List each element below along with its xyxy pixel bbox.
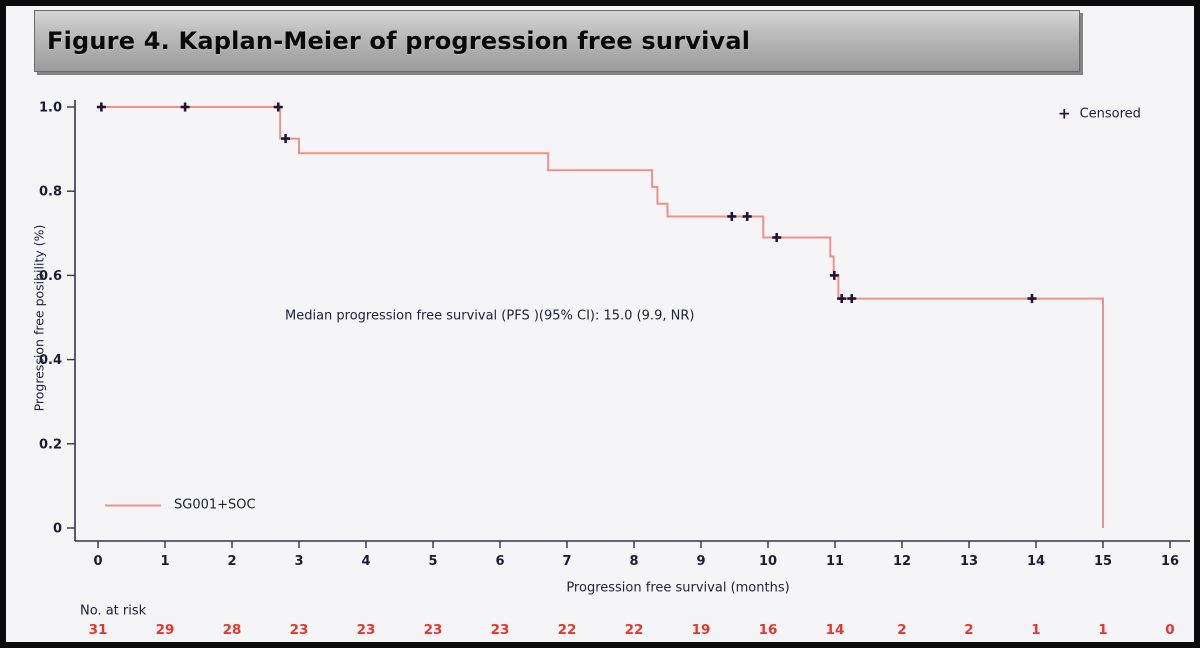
risk-table-label: No. at risk bbox=[80, 603, 147, 619]
risk-count: 22 bbox=[558, 622, 577, 638]
x-tick-label: 12 bbox=[893, 554, 911, 569]
risk-count: 29 bbox=[156, 622, 175, 638]
risk-count: 31 bbox=[89, 622, 108, 638]
x-tick-label: 3 bbox=[294, 554, 303, 569]
censored-legend: + Censored bbox=[1058, 104, 1141, 123]
risk-count: 2 bbox=[964, 622, 973, 638]
risk-count: 0 bbox=[1165, 622, 1174, 638]
plus-marker-icon: + bbox=[1058, 104, 1071, 123]
censored-legend-label: Censored bbox=[1079, 106, 1141, 122]
median-pfs-annotation: Median progression free survival (PFS )(… bbox=[285, 308, 695, 324]
y-tick-label: 0.4 bbox=[39, 353, 62, 368]
x-tick-label: 7 bbox=[562, 554, 571, 569]
series-legend-label: SG001+SOC bbox=[174, 497, 256, 513]
risk-count: 28 bbox=[223, 622, 242, 638]
x-tick-label: 10 bbox=[759, 554, 777, 569]
x-axis-title: Progression free survival (months) bbox=[566, 580, 790, 596]
x-tick-label: 2 bbox=[227, 554, 236, 569]
x-tick-label: 4 bbox=[361, 554, 370, 569]
risk-count: 23 bbox=[491, 622, 510, 638]
y-tick-label: 0.2 bbox=[39, 437, 62, 452]
x-tick-label: 5 bbox=[428, 554, 437, 569]
risk-count: 23 bbox=[357, 622, 376, 638]
x-tick-label: 1 bbox=[160, 554, 169, 569]
risk-count: 23 bbox=[424, 622, 443, 638]
y-tick-label: 0.6 bbox=[39, 269, 62, 284]
series-legend: SG001+SOC bbox=[105, 498, 256, 513]
series-line-swatch-icon bbox=[105, 504, 161, 506]
y-tick-label: 0 bbox=[53, 522, 62, 537]
x-tick-label: 16 bbox=[1161, 554, 1179, 569]
x-tick-label: 15 bbox=[1094, 554, 1112, 569]
x-tick-label: 6 bbox=[495, 554, 504, 569]
risk-count: 19 bbox=[692, 622, 711, 638]
y-tick-label: 0.8 bbox=[39, 185, 62, 200]
figure-title-bar: Figure 4. Kaplan-Meier of progression fr… bbox=[34, 10, 1080, 72]
x-tick-label: 13 bbox=[960, 554, 978, 569]
risk-count: 2 bbox=[897, 622, 906, 638]
risk-count: 1 bbox=[1031, 622, 1040, 638]
x-tick-label: 9 bbox=[696, 554, 705, 569]
risk-count: 1 bbox=[1098, 622, 1107, 638]
y-axis-title: Progression free posibility (%) bbox=[31, 224, 47, 412]
risk-count: 16 bbox=[759, 622, 778, 638]
figure-title: Figure 4. Kaplan-Meier of progression fr… bbox=[47, 27, 751, 55]
risk-count: 22 bbox=[625, 622, 644, 638]
y-tick-label: 1.0 bbox=[39, 101, 62, 116]
x-tick-label: 0 bbox=[93, 554, 102, 569]
risk-count: 14 bbox=[826, 622, 845, 638]
x-tick-label: 11 bbox=[826, 554, 844, 569]
risk-count: 23 bbox=[290, 622, 309, 638]
x-tick-label: 8 bbox=[629, 554, 638, 569]
x-tick-label: 14 bbox=[1027, 554, 1045, 569]
